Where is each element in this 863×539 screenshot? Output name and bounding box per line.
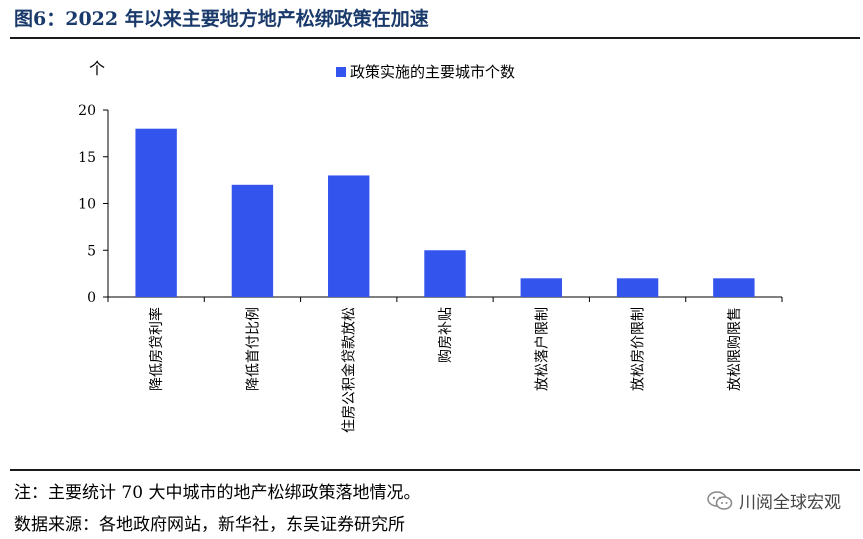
y-tick-label: 10 [78, 197, 96, 213]
figure-title: 图6：2022 年以来主要地方地产松绑政策在加速 [14, 8, 429, 30]
category-label: 放松落户限制 [533, 307, 550, 391]
category-label: 住房公积金贷款放松 [342, 307, 358, 433]
top-rule [10, 37, 860, 39]
wechat-icon [707, 490, 733, 510]
y-tick-label: 15 [78, 150, 96, 166]
y-tick-label: 20 [78, 103, 96, 119]
category-label: 购房补贴 [438, 307, 454, 363]
category-label: 放松房价限制 [631, 307, 647, 391]
bar [135, 128, 177, 297]
watermark: 川阅全球宏观 [707, 488, 841, 513]
y-unit-label: 个 [89, 59, 105, 78]
watermark-text: 川阅全球宏观 [739, 493, 841, 513]
bar [520, 278, 562, 297]
category-label: 降低首付比例 [245, 307, 261, 391]
chart-legend: 政策实施的主要城市个数 [336, 63, 515, 81]
legend-swatch [336, 67, 346, 77]
bar [231, 184, 274, 297]
category-label: 放松限购限售 [727, 307, 743, 391]
category-labels: 降低房贷利率 降低首付比例 住房公积金贷款放松 购房补贴 放松落户限制 放松房价限制 放松限… [148, 307, 743, 433]
bar [713, 278, 755, 297]
legend-label: 政策实施的主要城市个数 [350, 63, 515, 81]
bar [328, 175, 370, 297]
footnote: 注：主要统计 70 大中城市的地产松绑政策落地情况。 [14, 483, 421, 503]
data-source: 数据来源：各地政府网站，新华社，东吴证券研究所 [14, 515, 405, 535]
bar [424, 250, 466, 297]
chart-bars [135, 128, 755, 297]
category-label: 降低房贷利率 [148, 307, 165, 391]
y-tick-label: 5 [87, 243, 96, 259]
bar [616, 278, 659, 297]
bottom-rule [10, 469, 860, 471]
y-tick-label: 0 [87, 290, 96, 306]
bar-chart: 0 5 10 15 20 个 降低房贷利率 降低首付比例 住房公积金贷款放松 购房补贴 放松落户限… [78, 59, 783, 433]
